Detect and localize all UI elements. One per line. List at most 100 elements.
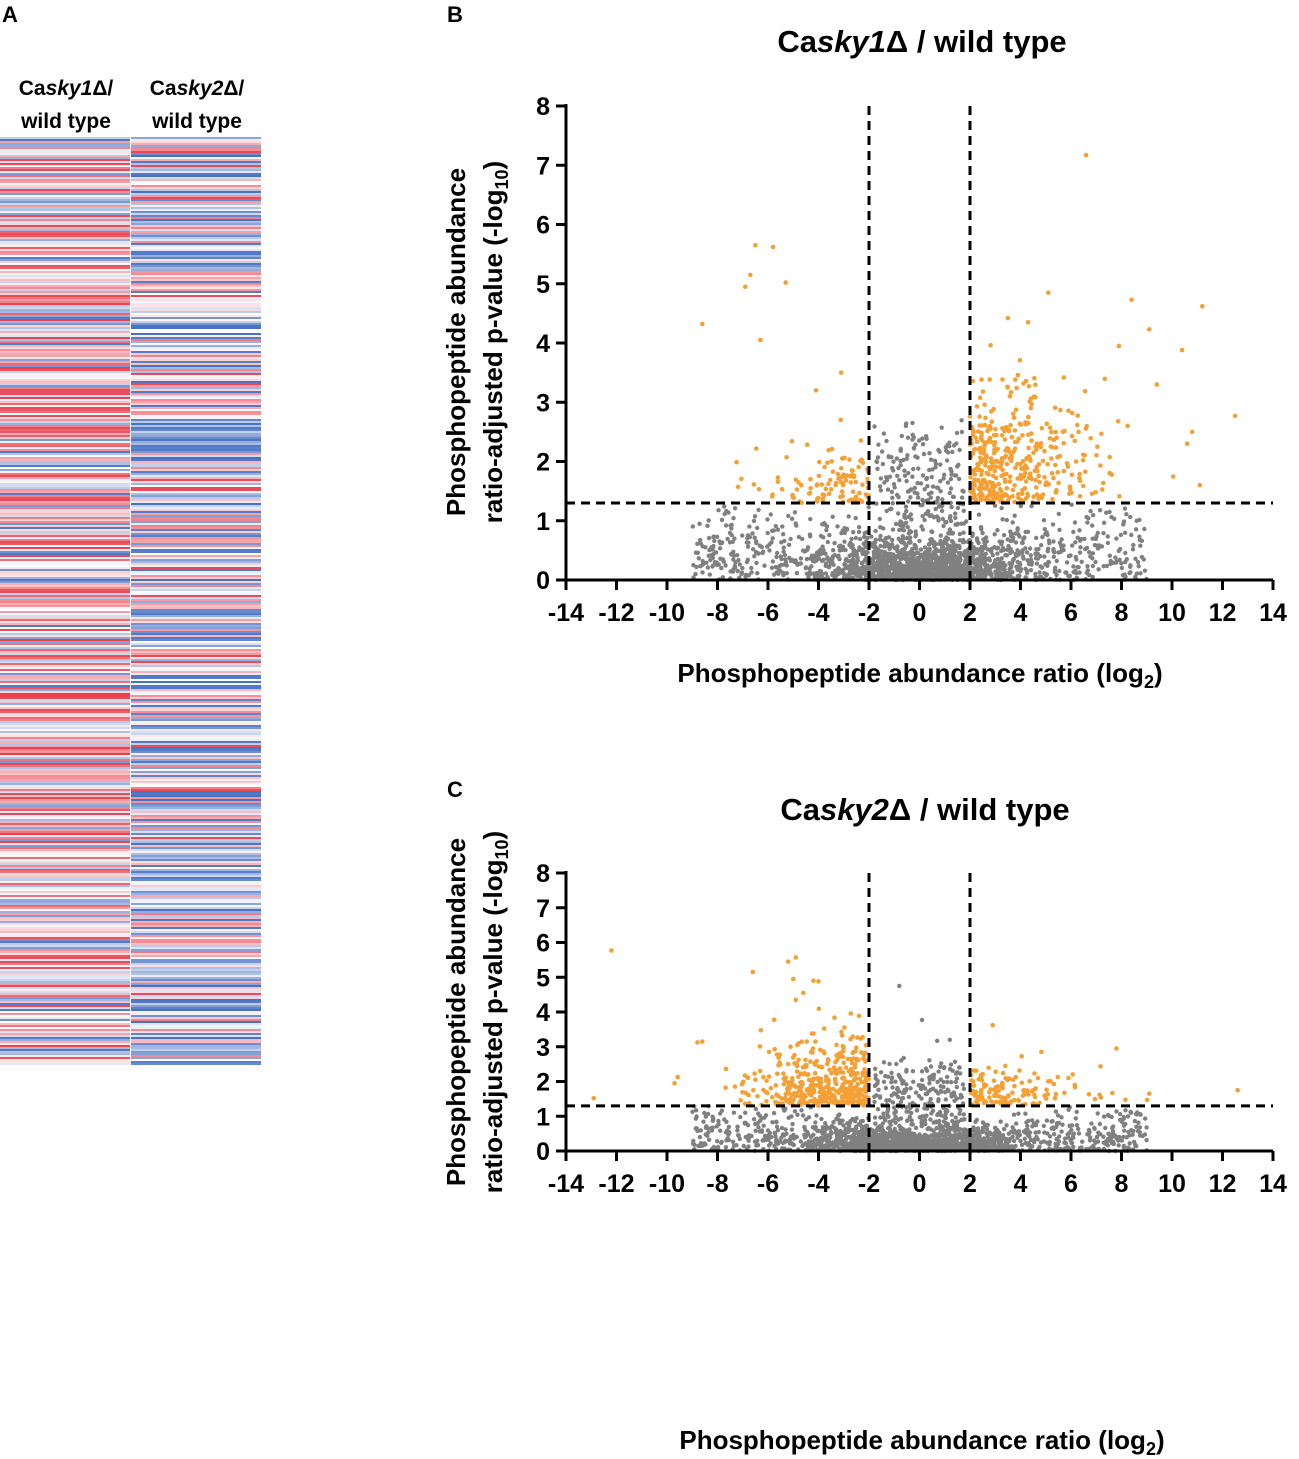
heatmap-cell (0, 411, 130, 413)
heatmap-cell (0, 1025, 130, 1027)
nonsignificant-point (1097, 508, 1103, 513)
significant-point (1034, 485, 1039, 490)
heatmap-cell (0, 643, 130, 645)
nonsignificant-point (851, 557, 856, 563)
significant-point (1007, 474, 1013, 480)
heatmap-cell (0, 1057, 130, 1059)
heatmap-cell (131, 537, 261, 539)
nonsignificant-point (731, 557, 736, 562)
heatmap-cell (131, 225, 261, 227)
heatmap-cell (131, 597, 261, 599)
nonsignificant-point (773, 564, 778, 570)
nonsignificant-point (740, 533, 745, 538)
nonsignificant-point (769, 1134, 774, 1140)
nonsignificant-point (879, 568, 884, 573)
heatmap-cell (131, 691, 261, 693)
significant-point (1003, 448, 1008, 453)
nonsignificant-point (924, 476, 930, 481)
heatmap-cell (0, 371, 130, 373)
nonsignificant-point (950, 1068, 955, 1073)
nonsignificant-point (1142, 526, 1147, 532)
nonsignificant-point (913, 544, 918, 549)
nonsignificant-point (982, 544, 987, 550)
heatmap-cell (0, 635, 130, 637)
heatmap-cell (131, 341, 261, 343)
nonsignificant-point (1045, 546, 1051, 551)
nonsignificant-point (1101, 1114, 1107, 1119)
significant-point (819, 482, 825, 487)
heatmap-cell (131, 869, 261, 871)
nonsignificant-point (762, 563, 767, 568)
heatmap-cell (131, 711, 261, 713)
heatmap-cell (131, 189, 261, 191)
significant-point (968, 474, 973, 480)
nonsignificant-point (877, 516, 882, 522)
nonsignificant-point (920, 502, 925, 508)
nonsignificant-point (957, 538, 963, 543)
heatmap-cell (131, 347, 261, 349)
nonsignificant-point (1016, 1111, 1021, 1116)
heatmap-cell (0, 523, 130, 525)
nonsignificant-point (1142, 568, 1148, 573)
heatmap-cell (0, 663, 130, 665)
nonsignificant-point (1041, 518, 1047, 523)
nonsignificant-point (1051, 539, 1056, 544)
nonsignificant-point (1122, 506, 1128, 511)
nonsignificant-point (700, 562, 705, 567)
nonsignificant-point (988, 569, 993, 574)
nonsignificant-point (1075, 535, 1080, 540)
nonsignificant-point (1061, 547, 1066, 553)
nonsignificant-point (871, 554, 877, 559)
heatmap-cell (131, 521, 261, 523)
significant-point (1061, 441, 1066, 446)
heatmap-cell (0, 783, 130, 785)
heatmap-cell (131, 137, 261, 139)
nonsignificant-point (909, 1118, 914, 1123)
significant-point (983, 463, 988, 468)
nonsignificant-point (989, 546, 994, 551)
heatmap-cell (131, 581, 261, 583)
significant-point (1011, 411, 1016, 417)
nonsignificant-point (945, 571, 950, 576)
heatmap-cell (0, 941, 130, 943)
heatmap-cell (131, 427, 261, 429)
nonsignificant-point (735, 568, 740, 574)
nonsignificant-point (1094, 1134, 1100, 1140)
nonsignificant-point (851, 553, 856, 558)
heatmap-cell (0, 803, 130, 805)
significant-point (997, 486, 1003, 492)
heatmap-cell (0, 187, 130, 189)
significant-point (816, 473, 822, 479)
heatmap-cell (131, 727, 261, 729)
heatmap-cell (0, 881, 130, 883)
nonsignificant-point (978, 546, 983, 551)
heatmap-cell (0, 631, 130, 633)
nonsignificant-point (1071, 1131, 1077, 1136)
heatmap-cell (131, 163, 261, 165)
heatmap-cell (0, 579, 130, 581)
nonsignificant-point (762, 1133, 768, 1139)
nonsignificant-point (756, 1125, 761, 1130)
significant-point (982, 402, 987, 408)
heatmap-cell (0, 777, 130, 779)
nonsignificant-point (1121, 522, 1126, 527)
nonsignificant-point (904, 456, 909, 461)
nonsignificant-point (752, 514, 758, 519)
nonsignificant-point (730, 1139, 736, 1145)
heatmap-cell (131, 757, 261, 759)
heatmap-cell (0, 441, 130, 443)
heatmap-cell (131, 887, 261, 889)
heatmap-cell (0, 1049, 130, 1051)
heatmap-cell (131, 231, 261, 233)
nonsignificant-point (877, 564, 883, 569)
heatmap-cell (131, 1005, 261, 1007)
significant-point (1042, 474, 1047, 480)
significant-point (1006, 495, 1012, 501)
significant-point (822, 464, 827, 470)
heatmap-cell (131, 545, 261, 547)
nonsignificant-point (887, 1119, 892, 1125)
heatmap-cell (0, 165, 130, 167)
heatmap-cell (0, 1005, 130, 1007)
heatmap-cell (131, 611, 261, 613)
